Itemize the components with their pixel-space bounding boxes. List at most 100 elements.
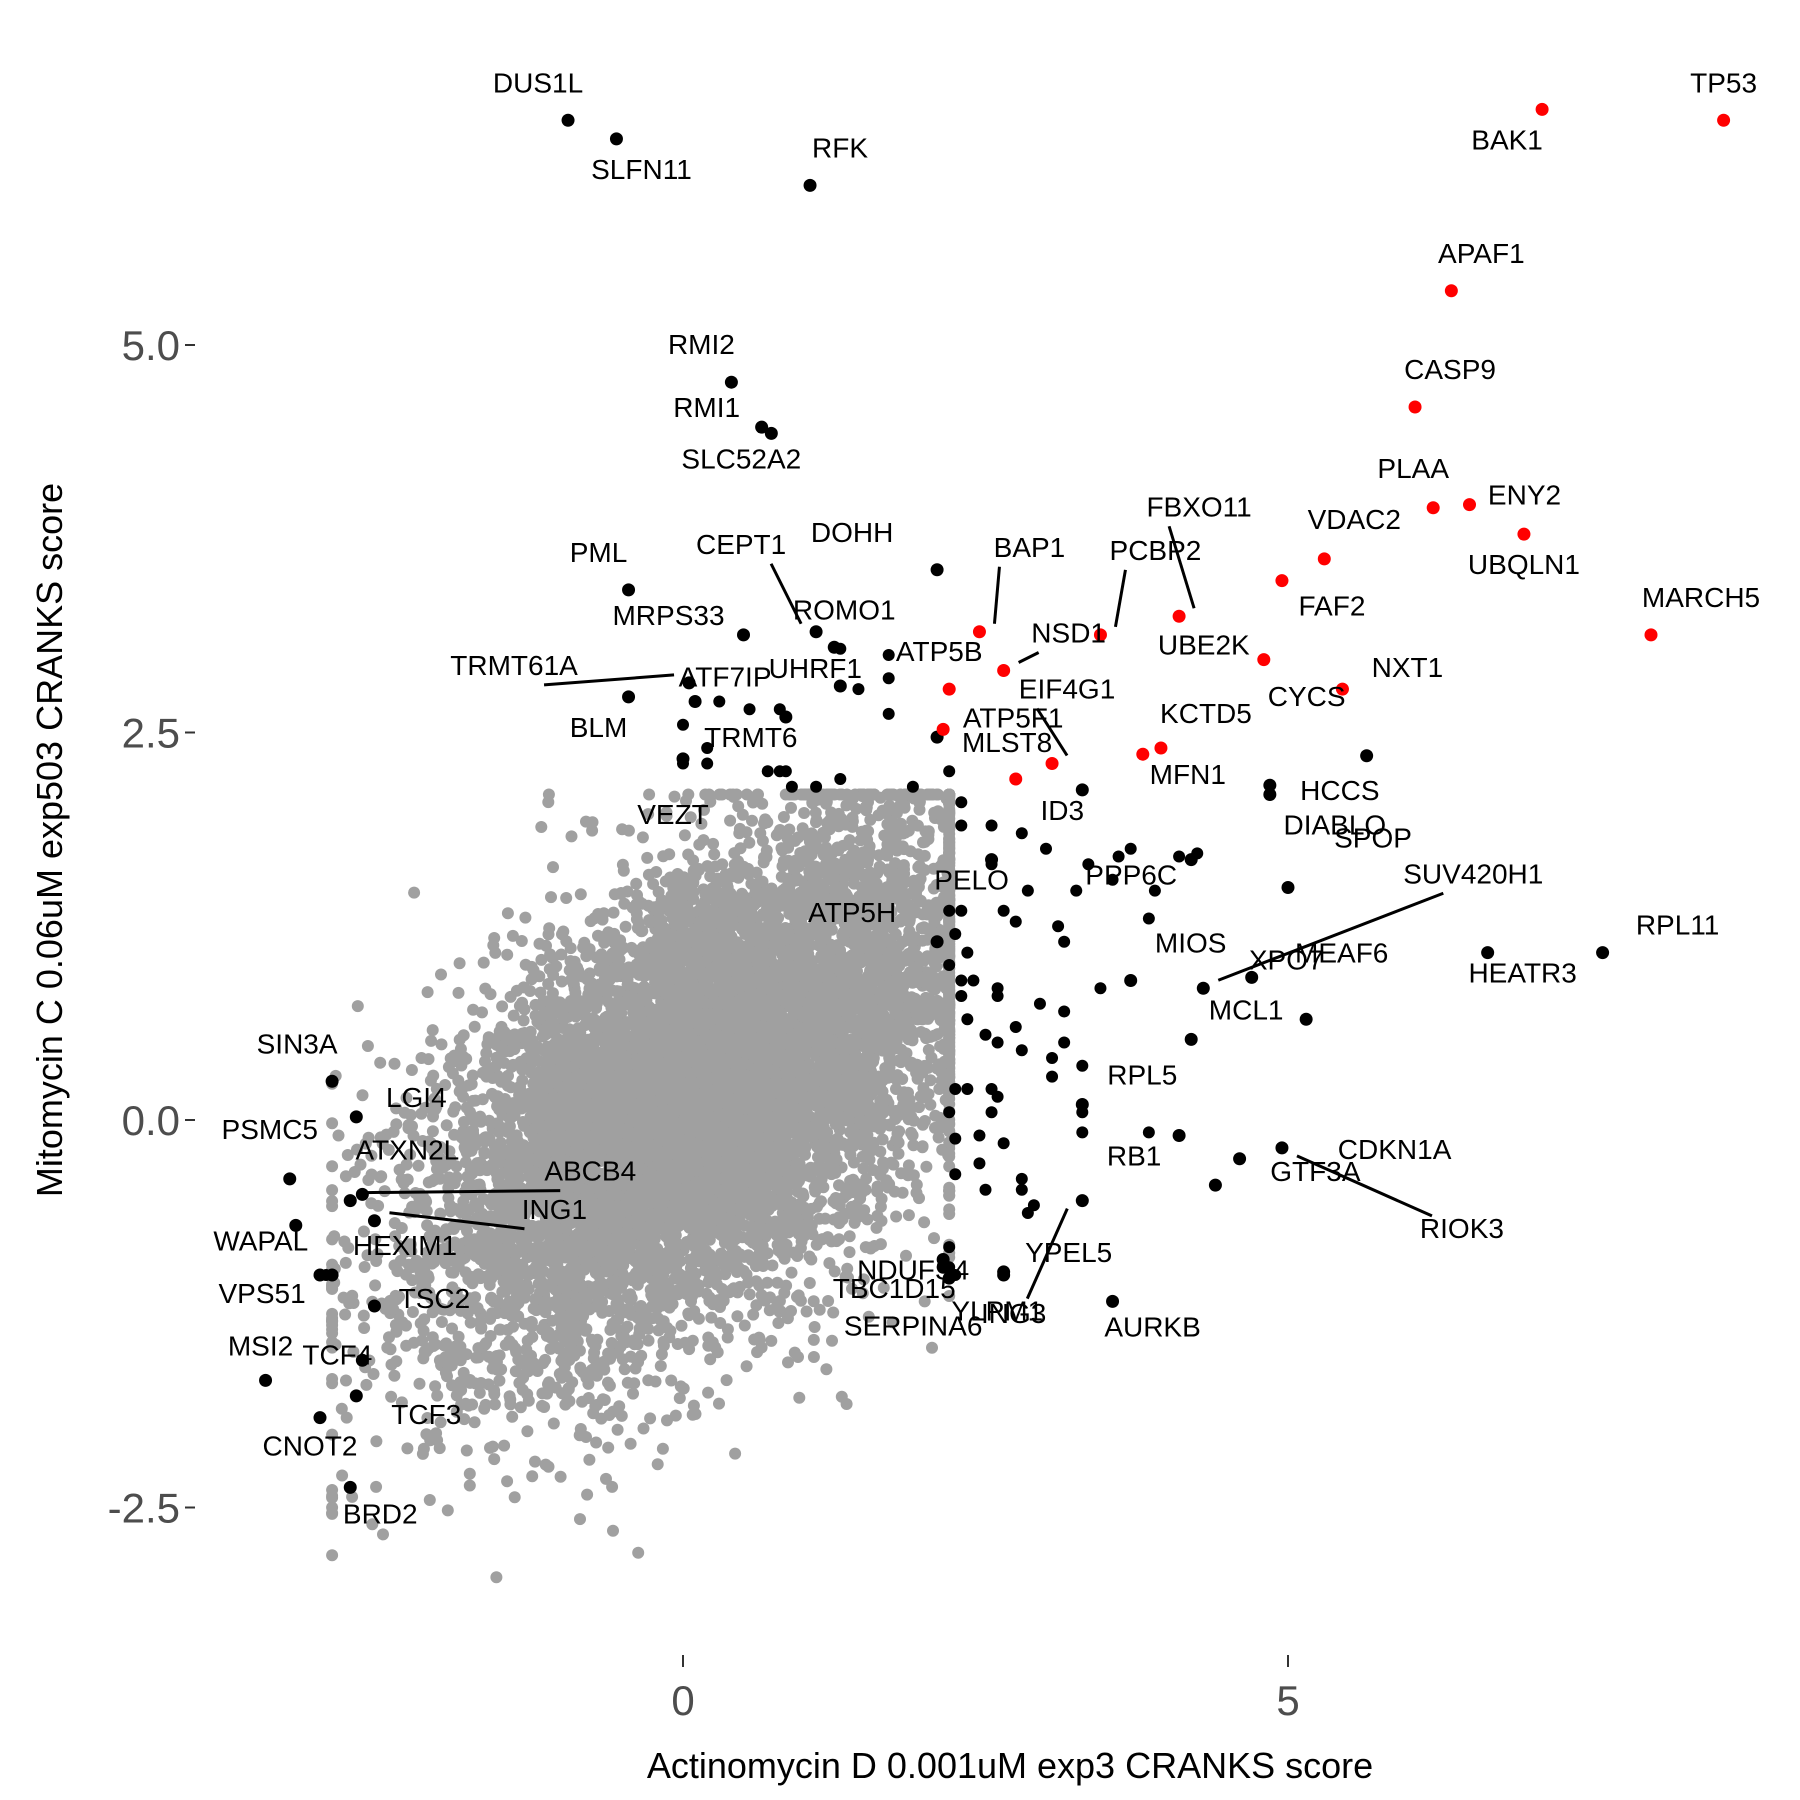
background-point	[358, 1322, 371, 1334]
background-point	[529, 1455, 541, 1468]
background-point	[702, 1386, 715, 1399]
background-point	[416, 1447, 429, 1460]
background-point	[743, 1288, 756, 1301]
background-point	[798, 807, 811, 819]
background-point	[807, 1333, 820, 1346]
background-point	[326, 1117, 339, 1130]
background-point	[526, 1331, 539, 1343]
background-point	[517, 1014, 530, 1027]
background-point	[405, 1064, 418, 1076]
background-point	[574, 888, 587, 901]
background-point	[641, 851, 654, 864]
background-point	[426, 1125, 439, 1138]
background-point	[431, 1389, 444, 1402]
background-point	[423, 1494, 436, 1506]
background-point	[339, 1308, 352, 1321]
background-point	[356, 1089, 369, 1102]
background-point	[684, 811, 697, 824]
background-point	[496, 1000, 509, 1013]
background-point	[467, 1003, 480, 1016]
background-point	[521, 1425, 534, 1438]
background-point	[360, 1378, 373, 1391]
background-point	[679, 1336, 692, 1349]
background-point	[442, 1192, 455, 1204]
background-point	[369, 1279, 382, 1292]
background-point	[464, 1316, 477, 1329]
background-point	[547, 861, 559, 874]
background-point	[808, 1321, 821, 1333]
background-point	[560, 892, 573, 904]
background-point	[590, 1436, 603, 1449]
background-point	[871, 1209, 884, 1222]
background-point	[785, 1266, 798, 1279]
background-point	[902, 1159, 915, 1172]
background-point	[642, 868, 655, 881]
background-point	[757, 856, 770, 869]
background-point	[435, 1316, 448, 1328]
background-point	[611, 1423, 624, 1436]
background-point	[651, 1458, 664, 1471]
background-point	[724, 814, 737, 827]
background-point	[463, 1479, 476, 1492]
background-point	[377, 1528, 389, 1541]
background-point	[922, 833, 935, 846]
background-point	[793, 1391, 806, 1404]
background-point	[924, 1074, 937, 1087]
background-point	[484, 1441, 496, 1454]
background-point	[678, 829, 691, 842]
background-point	[336, 1469, 349, 1482]
background-point	[890, 1210, 903, 1223]
background-point	[704, 1353, 717, 1366]
background-point	[618, 1363, 631, 1376]
background-point	[385, 1358, 398, 1371]
background-point	[545, 891, 557, 904]
background-point	[446, 1322, 458, 1335]
background-point	[675, 1319, 688, 1332]
background-point	[894, 817, 907, 830]
background-point	[720, 1374, 733, 1387]
background-point	[587, 1407, 600, 1420]
background-point	[875, 1192, 888, 1205]
background-point	[820, 1363, 833, 1376]
background-point	[501, 948, 514, 961]
background-point	[440, 1119, 453, 1132]
background-point	[547, 1417, 560, 1430]
background-point	[460, 1444, 473, 1457]
background-point	[435, 968, 447, 981]
background-point	[800, 1305, 813, 1318]
background-point	[738, 1319, 751, 1332]
background-point	[457, 1029, 470, 1042]
background-point	[856, 1287, 869, 1300]
background-point	[583, 1453, 596, 1466]
background-point	[644, 1412, 657, 1425]
background-point	[785, 801, 797, 814]
background-point	[453, 957, 466, 970]
background-point	[406, 1200, 419, 1213]
background-point	[826, 1334, 838, 1347]
background-point	[326, 1377, 339, 1390]
background-point	[351, 1143, 363, 1156]
background-point	[539, 1458, 552, 1471]
background-point	[367, 1368, 380, 1380]
background-point	[488, 1453, 501, 1466]
background-point	[422, 1053, 435, 1066]
background-point	[463, 1467, 476, 1480]
background-point	[900, 1249, 912, 1262]
background-point	[365, 1149, 378, 1162]
background-point	[772, 1317, 785, 1329]
background-point	[339, 1256, 352, 1269]
background-point	[926, 1341, 938, 1354]
background-point	[409, 1286, 422, 1299]
background-point	[357, 1309, 370, 1322]
background-point	[506, 1410, 519, 1423]
background-point	[705, 1311, 718, 1324]
background-point	[877, 1281, 890, 1294]
background-point	[526, 1470, 539, 1483]
background-point	[792, 1289, 805, 1302]
background-point	[913, 1192, 925, 1205]
background-point	[590, 1002, 603, 1014]
background-point	[877, 1118, 890, 1130]
background-point	[420, 1428, 433, 1441]
background-point	[370, 1435, 383, 1448]
background-point	[490, 1571, 503, 1584]
